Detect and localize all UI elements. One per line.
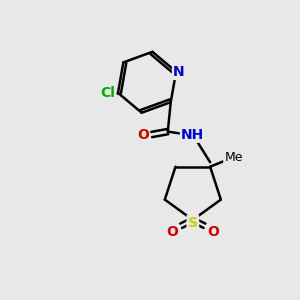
Text: S: S xyxy=(188,216,198,230)
Text: Cl: Cl xyxy=(100,86,115,100)
Text: O: O xyxy=(166,225,178,239)
Text: O: O xyxy=(208,225,219,239)
Text: O: O xyxy=(137,128,149,142)
Text: N: N xyxy=(173,65,185,79)
Text: NH: NH xyxy=(181,128,204,142)
Text: Me: Me xyxy=(224,151,243,164)
